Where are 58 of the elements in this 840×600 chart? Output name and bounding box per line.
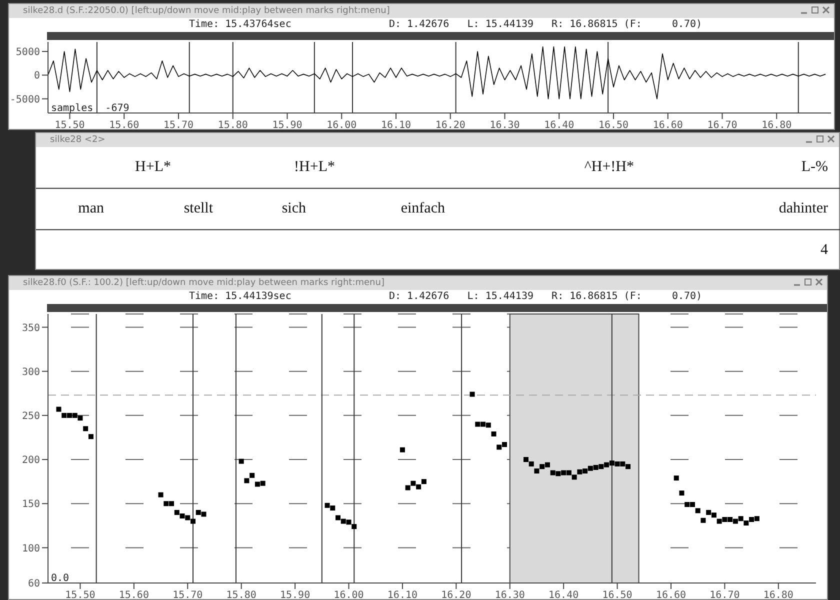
- x-tick-label: 15.70: [172, 590, 203, 600]
- text: L-%: [801, 159, 828, 176]
- line-series: [48, 46, 826, 100]
- x-tick-label: 16.50: [602, 590, 632, 600]
- chart-subtitle: Time: 15.44139sec: [189, 290, 292, 304]
- x-tick-label: 15.50: [65, 590, 96, 600]
- x-tick-label: 16.80: [763, 590, 794, 600]
- y-tick-label: 100: [22, 543, 40, 554]
- annotation: 0.0: [51, 573, 70, 584]
- text: H+L*: [135, 159, 171, 176]
- text: silke28 <2>: [36, 133, 839, 147]
- text: einfach: [400, 200, 446, 216]
- x-tick-label: 16.60: [652, 120, 683, 132]
- x-tick-label: 16.00: [326, 120, 357, 132]
- y-tick-label: 5000: [16, 47, 40, 58]
- x-tick-label: 15.90: [280, 590, 310, 600]
- x-tick-label: 16.10: [380, 120, 412, 132]
- x-tick-label: 16.40: [548, 590, 579, 600]
- y-tick-label: 150: [22, 499, 40, 510]
- x-tick-label: 16.20: [441, 590, 472, 600]
- x-tick-label: 16.10: [387, 590, 418, 600]
- x-tick-label: 16.80: [762, 120, 792, 132]
- text: dahinter: [778, 200, 828, 216]
- x-tick-label: 16.40: [544, 120, 574, 132]
- y-tick-label: -5000: [10, 94, 40, 106]
- x-tick-label: 15.60: [109, 120, 140, 132]
- x-tick-label: 16.50: [598, 120, 629, 132]
- text: stellt: [184, 200, 214, 216]
- x-tick-label: 15.90: [272, 120, 302, 132]
- text: D: 1.42676 L: 15.44139 R: 16.86815 (F: 0.70): [389, 18, 702, 32]
- y-tick-label: 300: [22, 366, 40, 378]
- x-tick-label: 15.70: [163, 120, 194, 132]
- text: D: 1.42676 L: 15.44139 R: 16.86815 (F: 0.70): [389, 290, 702, 304]
- x-tick-label: 16.30: [494, 590, 525, 600]
- y-tick-label: 60: [28, 578, 40, 590]
- chart-title: silke28.f0 (S.F.: 100.2) [left:up/down move mid:play between marks right:menu]: [9, 276, 827, 290]
- text: man: [78, 200, 104, 216]
- x-tick-label: 15.80: [218, 120, 248, 132]
- x-tick-label: 16.70: [710, 590, 740, 600]
- text: ^H+!H*: [584, 159, 634, 176]
- x-tick-label: 15.50: [54, 120, 85, 132]
- chart-subtitle: Time: 15.43764sec: [189, 18, 292, 32]
- x-tick-label: 16.30: [490, 120, 520, 132]
- y-tick-label: 0: [34, 70, 40, 82]
- text: 4: [820, 242, 828, 258]
- text: !H+L*: [294, 159, 335, 176]
- y-tick-label: 250: [22, 410, 40, 422]
- x-tick-label: 16.00: [334, 590, 364, 600]
- x-tick-label: 16.20: [435, 120, 466, 132]
- x-tick-label: 16.60: [656, 590, 686, 600]
- x-tick-label: 15.80: [226, 590, 256, 600]
- text: sich: [282, 200, 306, 216]
- x-tick-label: 16.70: [707, 120, 738, 132]
- chart-title: silke28.d (S.F.:22050.0) [left:up/down move mid:play between marks right:menu]: [9, 4, 834, 18]
- y-tick-label: 350: [22, 322, 40, 334]
- text: samples -679: [51, 103, 130, 114]
- x-tick-label: 15.60: [118, 590, 149, 600]
- y-tick-label: 200: [22, 455, 40, 466]
